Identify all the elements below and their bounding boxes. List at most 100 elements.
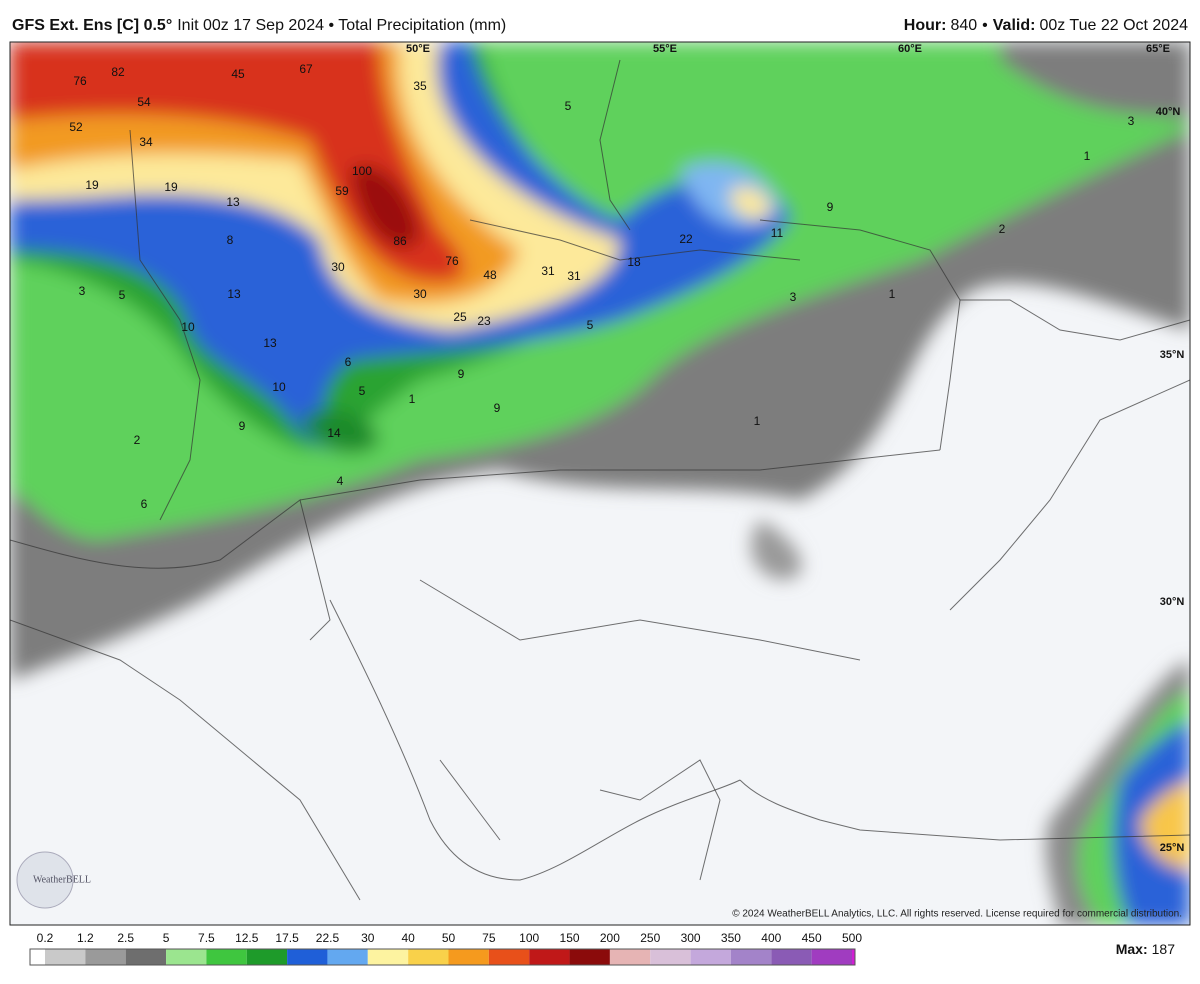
precip-label: 10 <box>272 380 286 394</box>
precip-label: 48 <box>483 268 497 282</box>
legend-swatch <box>206 949 247 965</box>
grid-label: 40°N <box>1156 106 1181 118</box>
legend-swatch <box>529 949 570 965</box>
legend-tick-label: 350 <box>721 931 741 945</box>
grid-labels: 50°E 55°E 60°E 65°E 40°N 35°N 30°N 25°N <box>406 43 1184 854</box>
legend-swatch <box>650 949 691 965</box>
legend-tick-label: 400 <box>761 931 781 945</box>
grid-label: 60°E <box>898 43 922 55</box>
precip-label: 11 <box>771 226 784 240</box>
legend-swatch <box>488 949 530 965</box>
legend-tick-label: 30 <box>361 931 375 945</box>
precip-label: 9 <box>827 200 834 214</box>
precip-label: 13 <box>263 336 277 350</box>
legend-tick-label: 7.5 <box>198 931 215 945</box>
precip-label: 3 <box>1128 114 1135 128</box>
legend-tick-label: 50 <box>442 931 456 945</box>
legend-tick-label: 200 <box>600 931 620 945</box>
precip-label: 22 <box>679 232 693 246</box>
legend-tick-label: 150 <box>560 931 580 945</box>
legend-swatch <box>730 949 772 965</box>
precip-label: 31 <box>541 264 555 278</box>
legend-swatch <box>852 949 855 965</box>
legend-tick-label: 12.5 <box>235 931 259 945</box>
legend: 0.2 1.2 2.5 5 7.5 12.5 17.5 22.5 30 40 50 75 100 150 2… <box>29 931 862 966</box>
precip-label: 1 <box>409 392 416 406</box>
grid-label: 55°E <box>653 43 677 55</box>
precip-label: 5 <box>119 288 126 302</box>
legend-swatch <box>367 949 409 965</box>
borders <box>10 59 1190 901</box>
logo: WeatherBELL <box>16 851 91 909</box>
precip-label: 100 <box>352 164 372 178</box>
header-left: GFS Ext. Ens [C] 0.5° Init 00z 17 Sep 202… <box>12 17 506 34</box>
precip-label: 10 <box>181 320 195 334</box>
legend-tick-label: 1.2 <box>77 931 94 945</box>
legend-swatch <box>327 949 368 965</box>
header-right: Hour: 840 • Valid: 00z Tue 22 Oct 2024 <box>904 17 1188 34</box>
precip-label: 1 <box>1084 149 1091 163</box>
legend-swatch <box>125 949 167 965</box>
legend-tick-label: 2.5 <box>117 931 134 945</box>
legend-tick-label: 75 <box>482 931 496 945</box>
precip-label: 25 <box>453 310 467 324</box>
legend-tick-label: 300 <box>681 931 701 945</box>
precip-label: 6 <box>141 497 148 511</box>
grid-label: 35°N <box>1160 349 1185 361</box>
grid-label: 25°N <box>1160 842 1185 854</box>
legend-swatch <box>45 949 86 965</box>
map-frame <box>9 41 1191 926</box>
precip-label: 5 <box>359 384 366 398</box>
precip-label: 19 <box>85 178 99 192</box>
precip-label: 13 <box>226 195 240 209</box>
precip-label: 14 <box>327 426 341 440</box>
legend-swatch <box>287 949 328 965</box>
precip-field <box>10 42 1190 925</box>
precip-label: 2 <box>999 222 1006 236</box>
legend-swatch <box>569 949 610 965</box>
legend-tick-label: 22.5 <box>316 931 340 945</box>
precip-label: 5 <box>587 318 594 332</box>
precip-label: 59 <box>335 184 349 198</box>
precip-label: 6 <box>345 355 352 369</box>
precip-label: 30 <box>331 260 345 274</box>
precip-label: 18 <box>627 255 641 269</box>
precip-label: 2 <box>134 433 141 447</box>
legend-swatch <box>30 949 45 965</box>
logo-text: WeatherBELL <box>33 874 91 885</box>
precip-label: 76 <box>73 74 87 88</box>
precip-label: 1 <box>889 287 896 301</box>
legend-tick-label: 100 <box>519 931 539 945</box>
precip-label: 35 <box>413 79 427 93</box>
legend-tick-label: 5 <box>163 931 170 945</box>
legend-tick-label: 500 <box>842 931 862 945</box>
legend-tick-label: 17.5 <box>275 931 299 945</box>
grid-label: 65°E <box>1146 43 1170 55</box>
precip-label: 54 <box>137 95 151 109</box>
copyright: © 2024 WeatherBELL Analytics, LLC. All r… <box>732 909 1182 920</box>
legend-swatch <box>771 949 812 965</box>
precip-label: 30 <box>413 287 427 301</box>
legend-swatch <box>811 949 852 965</box>
precip-label: 34 <box>139 135 153 149</box>
precip-label: 9 <box>239 419 246 433</box>
precip-label: 19 <box>164 180 178 194</box>
precip-label: 82 <box>111 65 125 79</box>
max: Max: 187 <box>1116 941 1175 957</box>
legend-swatch <box>166 949 207 965</box>
legend-swatch <box>690 949 731 965</box>
precip-label: 3 <box>79 284 86 298</box>
precip-label: 4 <box>337 474 344 488</box>
precip-label: 9 <box>494 401 501 415</box>
legend-tick-label: 40 <box>401 931 415 945</box>
precip-label: 31 <box>567 269 581 283</box>
precip-label: 86 <box>393 234 407 248</box>
legend-swatch <box>408 949 449 965</box>
precip-label: 23 <box>477 314 491 328</box>
precip-label: 45 <box>231 67 245 81</box>
precip-label: 52 <box>69 120 83 134</box>
grid-label: 50°E <box>406 43 430 55</box>
